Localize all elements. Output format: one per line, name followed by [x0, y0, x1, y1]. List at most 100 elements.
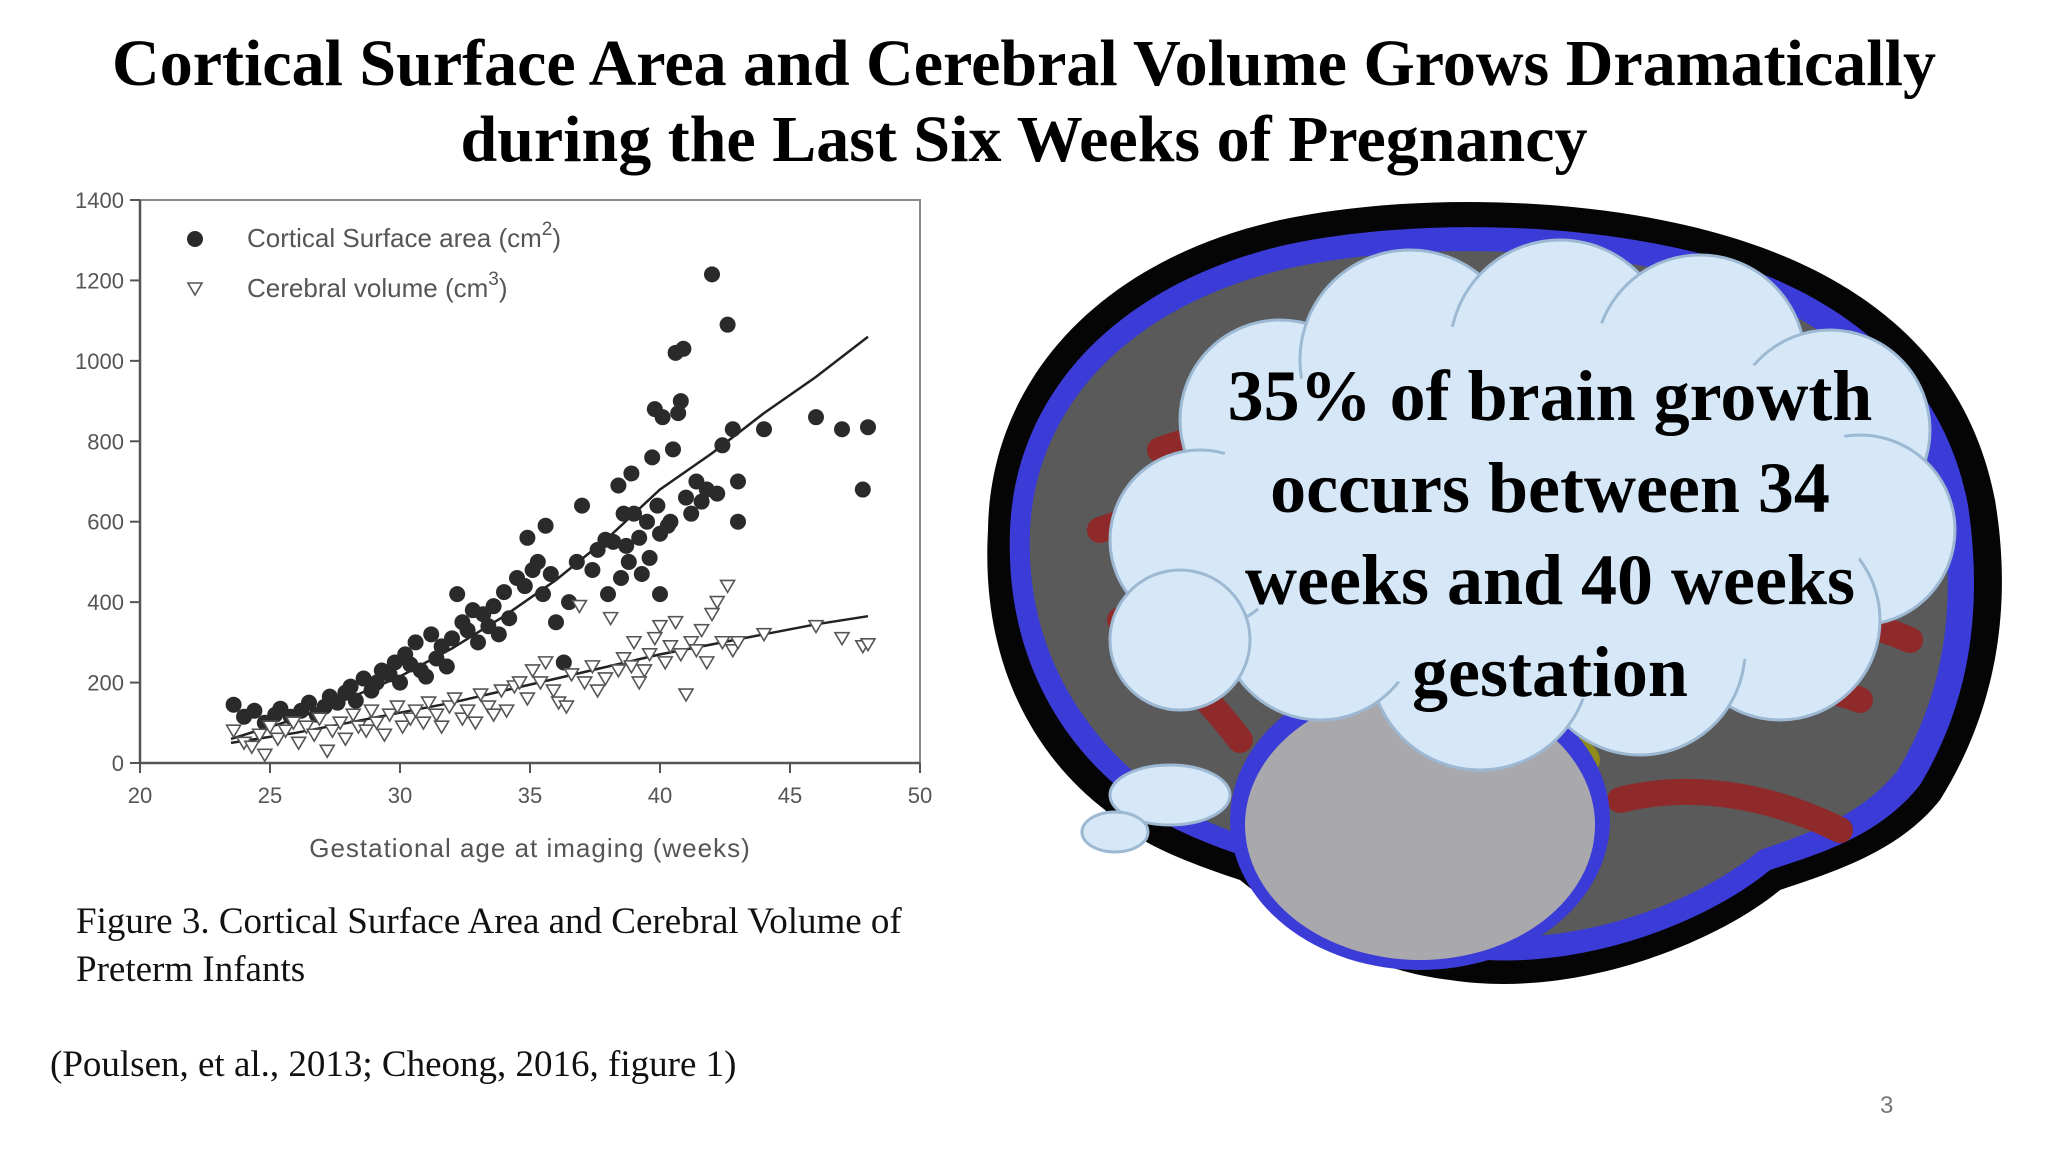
data-point-surface-area — [704, 266, 720, 283]
data-point-cerebral-volume — [269, 732, 287, 747]
data-point-cerebral-volume — [389, 700, 406, 715]
data-point-cerebral-volume — [610, 664, 627, 679]
data-point-cerebral-volume — [357, 724, 375, 739]
x-tick-label: 20 — [128, 783, 152, 808]
data-point-cerebral-volume — [636, 664, 653, 679]
thought-cloud — [1080, 238, 1957, 854]
data-point-surface-area — [537, 517, 554, 534]
data-point-cerebral-volume — [225, 724, 242, 739]
data-point-cerebral-volume — [337, 732, 354, 747]
x-tick-label: 30 — [388, 783, 412, 808]
data-point-cerebral-volume — [537, 656, 554, 671]
data-point-surface-area — [459, 622, 476, 639]
cloud-tail-large — [1108, 763, 1232, 827]
data-point-cerebral-volume — [277, 724, 294, 739]
data-point-surface-area — [618, 537, 635, 554]
data-point-cerebral-volume — [472, 688, 489, 703]
data-point-cerebral-volume — [454, 712, 471, 727]
figure-caption: Figure 3. Cortical Surface Area and Cere… — [76, 898, 976, 994]
data-point-cerebral-volume — [589, 684, 606, 699]
data-point-cerebral-volume — [602, 611, 619, 627]
data-point-cerebral-volume — [597, 672, 614, 687]
data-point-cerebral-volume — [859, 637, 877, 653]
data-point-cerebral-volume — [519, 692, 536, 707]
data-point-surface-area — [678, 489, 694, 506]
data-point-cerebral-volume — [407, 704, 424, 719]
data-point-cerebral-volume — [615, 652, 632, 667]
data-point-cerebral-volume — [305, 728, 323, 743]
data-point-cerebral-volume — [261, 720, 279, 735]
data-point-surface-area — [693, 493, 710, 510]
data-point-surface-area — [683, 505, 700, 522]
data-point-surface-area — [670, 405, 687, 422]
data-point-surface-area — [633, 565, 650, 582]
data-point-surface-area — [548, 614, 564, 631]
data-point-surface-area — [714, 437, 731, 454]
x-tick-label: 45 — [778, 783, 802, 808]
data-point-surface-area — [620, 553, 637, 570]
data-point-cerebral-volume — [363, 704, 380, 719]
data-point-surface-area — [470, 634, 486, 651]
data-point-surface-area — [490, 626, 507, 643]
bubble-line-2: occurs between 34 — [1270, 448, 1830, 528]
data-point-surface-area — [600, 586, 616, 603]
x-tick-label: 40 — [648, 783, 672, 808]
bubble-line-3: weeks and 40 weeks — [1244, 540, 1856, 620]
data-point-cerebral-volume — [708, 595, 726, 611]
data-point-surface-area — [574, 497, 590, 514]
data-point-cerebral-volume — [415, 716, 432, 731]
y-tick-label: 1400 — [75, 188, 124, 213]
caption-line-2: Preterm Infants — [76, 949, 306, 990]
data-point-cerebral-volume — [511, 676, 528, 691]
data-point-surface-area — [672, 393, 689, 410]
data-point-surface-area — [423, 626, 440, 643]
data-point-cerebral-volume — [532, 676, 549, 691]
data-point-cerebral-volume — [630, 676, 648, 691]
data-point-cerebral-volume — [318, 744, 336, 759]
data-point-surface-area — [662, 513, 679, 530]
data-point-cerebral-volume — [441, 700, 458, 715]
data-point-cerebral-volume — [485, 708, 502, 723]
bubble-line-1: 35% of brain growth — [1227, 356, 1873, 436]
data-point-cerebral-volume — [667, 615, 684, 631]
data-point-cerebral-volume — [298, 720, 315, 735]
data-point-cerebral-volume — [719, 579, 736, 594]
data-point-surface-area — [342, 678, 359, 695]
data-point-cerebral-volume — [755, 627, 773, 643]
fit-line-series-1 — [230, 614, 869, 745]
data-point-cerebral-volume — [724, 643, 742, 659]
data-point-cerebral-volume — [243, 740, 261, 755]
data-point-surface-area — [568, 553, 585, 570]
scatter-chart: 0 200 400 600 800 1000 1200 1400 20 25 30 35 40 45 50 G… — [40, 185, 950, 885]
y-tick-label: 800 — [87, 429, 124, 454]
cloud-tail-small — [1080, 810, 1150, 854]
data-point-cerebral-volume — [524, 664, 541, 679]
data-point-surface-area — [555, 654, 572, 671]
data-point-cerebral-volume — [563, 668, 580, 683]
data-point-surface-area — [808, 409, 824, 426]
data-point-cerebral-volume — [256, 748, 274, 763]
data-point-surface-area — [639, 513, 655, 530]
legend-marker-surface-area — [187, 231, 203, 247]
data-point-cerebral-volume — [576, 676, 593, 691]
citation: (Poulsen, et al., 2013; Cheong, 2016, fi… — [50, 1044, 737, 1085]
data-point-surface-area — [719, 316, 736, 333]
data-point-surface-area — [542, 565, 559, 582]
thought-bubble-text: 35% of brain growth occurs between 34 we… — [1140, 350, 1960, 718]
data-point-surface-area — [561, 594, 577, 611]
data-point-cerebral-volume — [459, 704, 476, 719]
legend-marker-cerebral-volume — [186, 282, 204, 297]
data-point-surface-area — [496, 584, 512, 601]
title-line-1: Cortical Surface Area and Cerebral Volum… — [112, 27, 1936, 100]
data-point-surface-area — [730, 513, 746, 530]
page-number: 3 — [1880, 1092, 1894, 1119]
data-point-surface-area — [649, 497, 666, 514]
data-point-cerebral-volume — [623, 660, 640, 675]
data-point-cerebral-volume — [402, 712, 419, 727]
x-axis-label: Gestational age at imaging (weeks) — [309, 833, 751, 863]
data-point-surface-area — [854, 481, 871, 498]
data-point-cerebral-volume — [493, 684, 510, 699]
data-point-cerebral-volume — [662, 639, 679, 655]
data-point-cerebral-volume — [344, 708, 362, 723]
x-tick-label: 25 — [258, 783, 282, 808]
